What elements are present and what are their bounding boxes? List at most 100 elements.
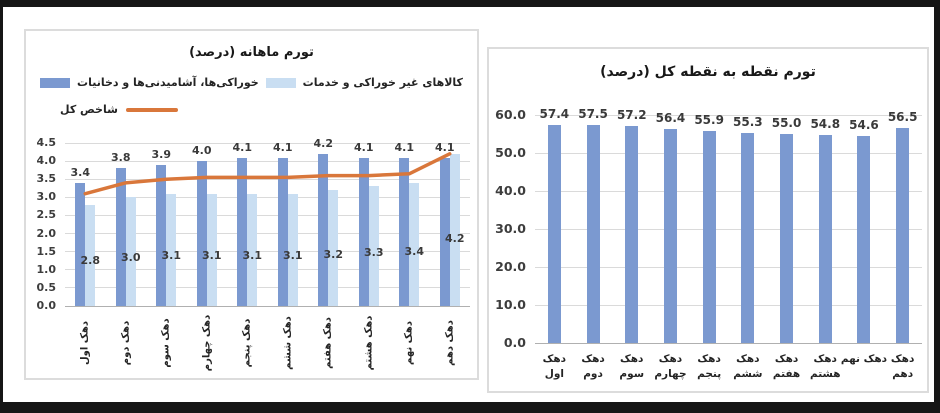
y-axis-tick-label: 0.0 bbox=[36, 299, 57, 312]
legend-label-nonfoods-series: کالاهای غیر خوراکی و خدمات bbox=[302, 76, 463, 89]
monthly-chart-plot-area: 3.4 2.8 3.8 3.0 3.9 3.1 4.0 3.1 4.1 3.1 4.1 3.1 4.2 3… bbox=[65, 137, 470, 307]
value-label-foods: 3.9 bbox=[151, 147, 172, 161]
bar-nonfoods-series bbox=[247, 193, 258, 306]
monthly-chart-y-axis: 0.0 0.5 1.0 1.5 2.0 2.5 3.0 3.5 4.0 4.5 bbox=[26, 136, 61, 312]
x-category-label: دهک نهم bbox=[389, 310, 430, 376]
bar-foods-series bbox=[156, 164, 167, 306]
x-category-label-text: دهک هشتم bbox=[363, 315, 375, 371]
bar-point-to-point bbox=[741, 132, 755, 343]
x-category-label-text: دهک دهم bbox=[444, 320, 456, 366]
bar-point-to-point bbox=[857, 135, 871, 343]
y-axis-tick-label: 20.0 bbox=[495, 259, 526, 274]
x-category-label: دهک پنجم bbox=[684, 352, 735, 381]
bar-point-to-point bbox=[663, 128, 677, 343]
gridline bbox=[65, 214, 470, 216]
p2p-chart-plot-area: 57.4 57.5 57.2 56.4 55.9 55.3 55.0 54.8 54.6 56.5 bbox=[535, 107, 922, 344]
value-label-foods: 4.1 bbox=[435, 140, 455, 154]
value-label-point-to-point: 57.2 bbox=[616, 107, 647, 122]
value-label-foods: 4.1 bbox=[354, 140, 374, 154]
y-axis-tick-label: 30.0 bbox=[495, 221, 526, 236]
gridline bbox=[65, 178, 470, 180]
x-category-label-line1: دهک bbox=[890, 353, 915, 365]
y-axis-tick-label: 1.5 bbox=[36, 244, 57, 258]
legend-row-2: شاخص کل bbox=[60, 103, 178, 116]
value-label-point-to-point: 55.0 bbox=[771, 116, 802, 130]
value-label-point-to-point: 57.4 bbox=[539, 106, 570, 121]
gridline bbox=[65, 142, 470, 144]
x-category-label: دهک نهم bbox=[839, 352, 890, 367]
value-label-foods: 3.4 bbox=[70, 165, 91, 179]
value-label-nonfoods: 3.4 bbox=[404, 244, 425, 258]
y-axis-tick-label: 3.0 bbox=[36, 190, 57, 204]
total-index-trend-line bbox=[83, 152, 452, 196]
gridline bbox=[535, 190, 922, 192]
monthly-chart-x-axis: دهک اول دهک دوم دهک سوم دهک چهارم دهک پنجم ده… bbox=[65, 310, 470, 376]
value-label-nonfoods: 3.1 bbox=[283, 249, 303, 263]
bar-foods-series bbox=[237, 157, 248, 306]
value-label-point-to-point: 57.5 bbox=[578, 106, 608, 121]
gridline bbox=[535, 266, 922, 268]
value-label-nonfoods: 3.3 bbox=[364, 246, 384, 260]
bar-nonfoods-series bbox=[85, 204, 96, 306]
value-label-foods: 4.1 bbox=[232, 140, 253, 154]
gridline bbox=[65, 287, 470, 289]
bar-point-to-point bbox=[818, 134, 832, 343]
y-axis-tick-label: 4.5 bbox=[36, 136, 57, 149]
y-axis-tick-label: 3.5 bbox=[36, 172, 57, 186]
y-axis-tick-label: 1.0 bbox=[36, 262, 57, 276]
x-category-label: دهک سوم bbox=[146, 310, 187, 376]
x-category-label: دهک ششم bbox=[268, 310, 309, 376]
gridline bbox=[65, 251, 470, 253]
x-category-label-text: دهک سوم bbox=[160, 318, 172, 368]
bar-nonfoods-series bbox=[166, 193, 177, 306]
monthly-chart-title: تورم ماهانه (درصد) bbox=[189, 45, 314, 60]
legend-row-1: خوراکی‌ها، آشامیدنی‌ها و دخانیات کالاهای… bbox=[26, 76, 477, 89]
bar-point-to-point bbox=[702, 130, 716, 343]
legend-marker-total-index-line bbox=[125, 107, 178, 112]
bar-foods-series bbox=[439, 157, 450, 306]
bar-nonfoods-series bbox=[287, 193, 298, 306]
value-label-point-to-point: 54.6 bbox=[849, 117, 879, 132]
x-category-label-line2: هفتم bbox=[772, 367, 801, 380]
bar-nonfoods-series bbox=[206, 193, 217, 306]
x-category-label: دهک دوم bbox=[568, 352, 619, 381]
x-category-label-line1: دهک bbox=[542, 353, 567, 365]
x-category-label-line1: دهک bbox=[774, 353, 799, 365]
bar-foods-series bbox=[277, 157, 288, 306]
gridline bbox=[535, 304, 922, 306]
y-axis-tick-label: 10.0 bbox=[495, 297, 526, 312]
x-category-label-line1: دهک bbox=[658, 353, 683, 365]
x-category-label: دهک چهارم bbox=[187, 310, 228, 376]
bar-point-to-point bbox=[896, 128, 910, 343]
y-axis-tick-label: 0.0 bbox=[503, 335, 526, 350]
p2p-chart-x-axis: دهک اول دهک دوم دهک سوم دهک چهارم دهک پنجم دهک ششم د… bbox=[535, 349, 922, 391]
value-label-foods: 4.2 bbox=[313, 136, 334, 150]
x-category-label-line2: چهارم bbox=[654, 367, 687, 380]
y-axis-tick-label: 50.0 bbox=[495, 145, 526, 160]
bar-point-to-point bbox=[547, 124, 561, 343]
value-label-nonfoods: 3.1 bbox=[242, 249, 263, 263]
x-category-label: دهک هفتم bbox=[308, 310, 349, 376]
x-category-label: دهک پنجم bbox=[227, 310, 268, 376]
x-category-label: دهک اول bbox=[65, 310, 106, 376]
bar-foods-series bbox=[115, 168, 126, 306]
page-frame-right-border bbox=[934, 0, 940, 413]
x-category-label-line1: دهک bbox=[697, 353, 721, 365]
gridline bbox=[65, 160, 470, 162]
y-axis-tick-label: 2.5 bbox=[36, 208, 57, 222]
x-category-label-line2: پنجم bbox=[697, 367, 722, 380]
value-label-nonfoods: 4.2 bbox=[445, 231, 465, 245]
bar-foods-series bbox=[358, 157, 369, 306]
point-to-point-inflation-chart-card: تورم نقطه به نقطه کل (درصد) 0.0 10.0 20.0 3… bbox=[487, 47, 929, 393]
legend-marker-nonfoods-series bbox=[265, 77, 296, 88]
x-category-label: دهک سوم bbox=[606, 352, 657, 381]
bar-foods-series bbox=[318, 153, 329, 306]
x-category-label-line1: دهک bbox=[620, 353, 644, 365]
bar-nonfoods-series bbox=[125, 197, 136, 306]
x-category-label: دهک دهم bbox=[877, 352, 928, 381]
value-label-nonfoods: 3.1 bbox=[161, 249, 182, 263]
gridline bbox=[535, 152, 922, 154]
x-category-label: دهک دوم bbox=[106, 310, 147, 376]
bar-nonfoods-series bbox=[409, 182, 420, 306]
gridline bbox=[65, 269, 470, 271]
